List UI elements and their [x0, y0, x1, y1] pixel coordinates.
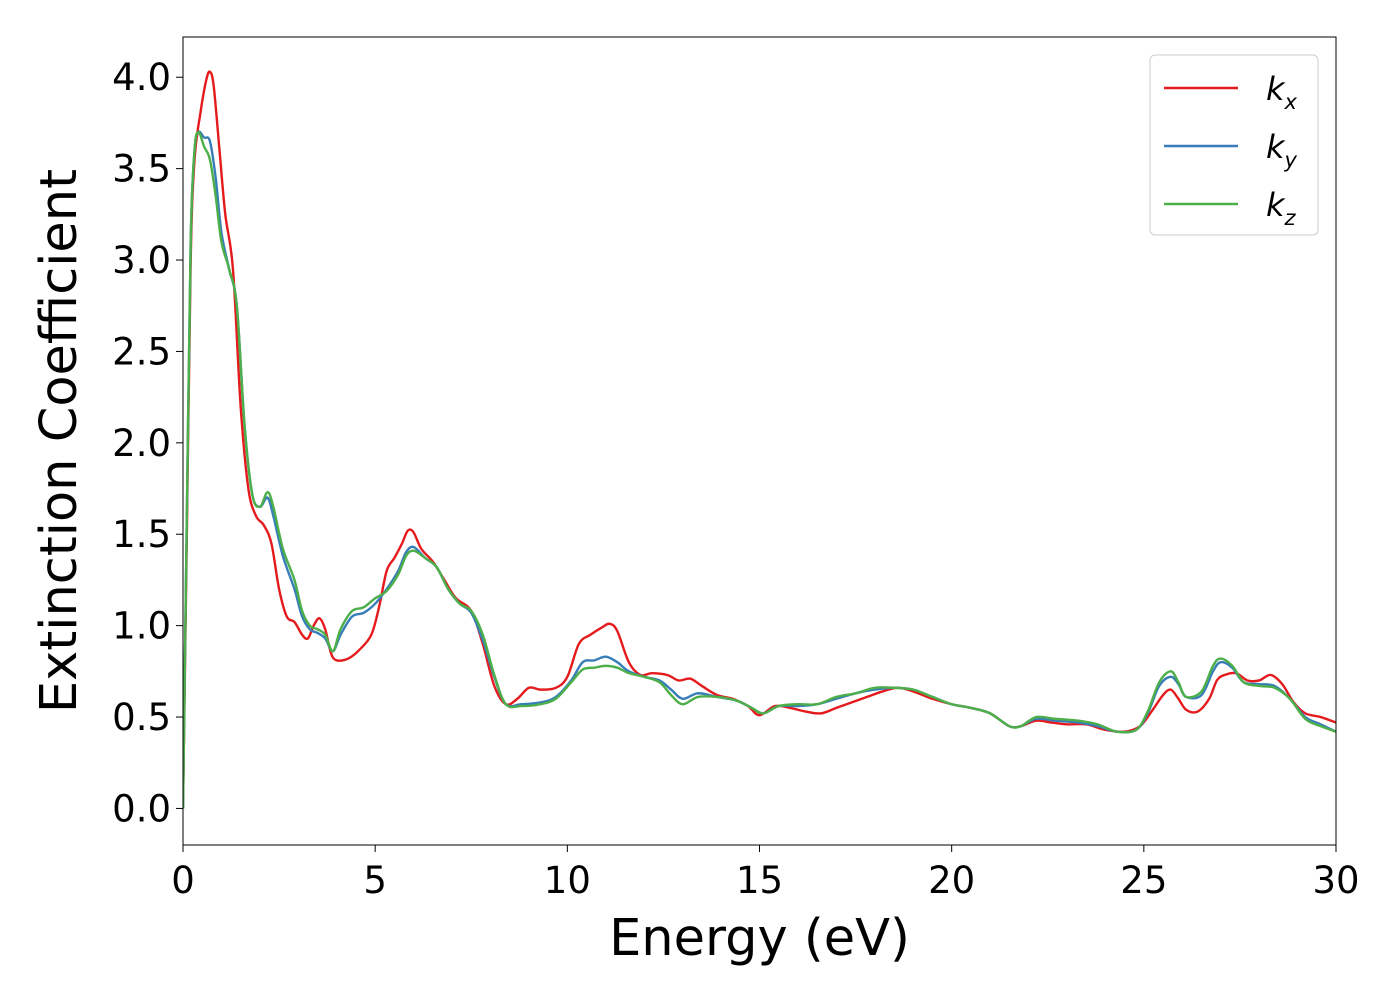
x-axis-ticks: 0 5 10 15 20 25 30 [171, 845, 1360, 902]
y-tick-label: 0.5 [112, 696, 171, 739]
x-tick-label: 25 [1120, 859, 1167, 902]
y-tick-label: 3.0 [112, 239, 171, 282]
plot-content [183, 70, 1336, 809]
x-tick-label: 0 [171, 859, 195, 902]
y-tick-label: 2.5 [112, 330, 171, 373]
x-axis-label: Energy (eV) [609, 909, 910, 968]
legend-label-sub: z [1284, 206, 1297, 230]
plot-frame [182, 36, 1337, 846]
legend-label-y: ky [1266, 128, 1298, 172]
y-tick-label: 3.5 [112, 148, 171, 191]
y-tick-label: 0.0 [112, 787, 171, 830]
y-tick-label: 1.0 [112, 605, 171, 648]
series-line-z [183, 130, 1336, 809]
x-tick-label: 15 [736, 859, 783, 902]
legend-label-x: kx [1266, 70, 1298, 114]
legend-label-z: kz [1266, 186, 1297, 230]
y-tick-label: 1.5 [112, 513, 171, 556]
legend-label-main: k [1266, 128, 1286, 166]
x-tick-label: 30 [1312, 859, 1359, 902]
y-tick-label: 2.0 [112, 422, 171, 465]
y-tick-label: 4.0 [112, 56, 171, 99]
legend-label-main: k [1266, 186, 1286, 224]
legend-label-main: k [1266, 70, 1286, 108]
legend-label-sub: y [1284, 148, 1298, 172]
x-tick-label: 5 [363, 859, 387, 902]
y-axis-ticks: 0.0 0.5 1.0 1.5 2.0 2.5 3.0 3.5 4.0 [112, 56, 183, 830]
legend-label-sub: x [1284, 90, 1298, 114]
x-tick-label: 10 [544, 859, 591, 902]
x-tick-label: 20 [928, 859, 975, 902]
y-axis-label: Extinction Coefficient [30, 169, 89, 713]
